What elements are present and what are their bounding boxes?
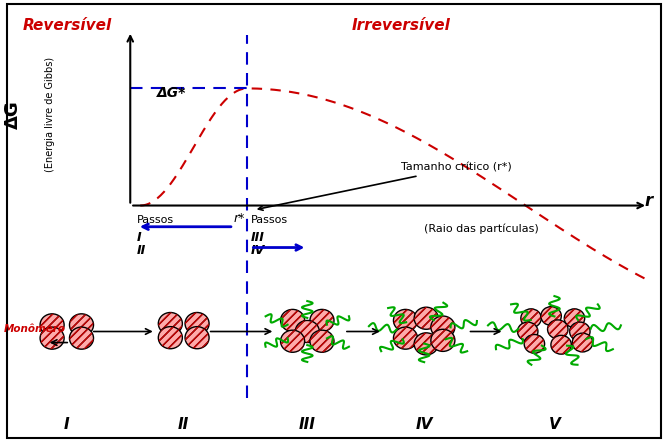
Text: r: r xyxy=(645,192,653,210)
Ellipse shape xyxy=(548,320,568,339)
Text: Monômero: Monômero xyxy=(3,324,65,334)
Ellipse shape xyxy=(185,312,209,335)
Text: Tamanho crítico (r*): Tamanho crítico (r*) xyxy=(259,163,512,210)
Ellipse shape xyxy=(40,327,64,349)
Ellipse shape xyxy=(541,307,561,325)
Ellipse shape xyxy=(431,329,455,351)
Text: II: II xyxy=(137,244,146,257)
Ellipse shape xyxy=(572,333,593,352)
Text: IV: IV xyxy=(250,244,265,257)
Text: IV: IV xyxy=(415,417,433,432)
Ellipse shape xyxy=(185,327,209,349)
Text: (Energia livre de Gibbs): (Energia livre de Gibbs) xyxy=(45,57,55,172)
Ellipse shape xyxy=(158,312,182,335)
Ellipse shape xyxy=(521,309,541,328)
Ellipse shape xyxy=(281,330,305,352)
Text: ΔG*: ΔG* xyxy=(157,86,186,100)
Ellipse shape xyxy=(69,327,94,349)
Ellipse shape xyxy=(158,327,182,349)
Ellipse shape xyxy=(518,322,538,341)
Ellipse shape xyxy=(295,320,319,343)
Ellipse shape xyxy=(69,314,94,336)
Text: Passos: Passos xyxy=(250,215,288,225)
Text: V: V xyxy=(548,417,560,432)
Text: II: II xyxy=(178,417,189,432)
Ellipse shape xyxy=(40,314,64,336)
Text: I: I xyxy=(137,231,142,244)
Ellipse shape xyxy=(564,309,584,328)
Text: I: I xyxy=(64,417,69,432)
Text: ΔG: ΔG xyxy=(5,100,22,130)
Text: Irreversível: Irreversível xyxy=(351,18,450,33)
Ellipse shape xyxy=(414,307,438,329)
Ellipse shape xyxy=(524,335,544,353)
Ellipse shape xyxy=(310,330,334,352)
Text: III: III xyxy=(299,417,316,432)
Ellipse shape xyxy=(310,309,334,332)
Text: Reversível: Reversível xyxy=(22,18,112,33)
Ellipse shape xyxy=(431,316,455,338)
Ellipse shape xyxy=(393,309,418,332)
Ellipse shape xyxy=(414,333,438,355)
Text: Passos: Passos xyxy=(137,215,174,225)
Text: III: III xyxy=(250,231,265,244)
Text: (Raio das partículas): (Raio das partículas) xyxy=(424,223,538,234)
Ellipse shape xyxy=(281,309,305,332)
Ellipse shape xyxy=(393,327,418,349)
Ellipse shape xyxy=(551,335,571,354)
Text: r*: r* xyxy=(233,212,245,225)
Ellipse shape xyxy=(570,322,590,341)
